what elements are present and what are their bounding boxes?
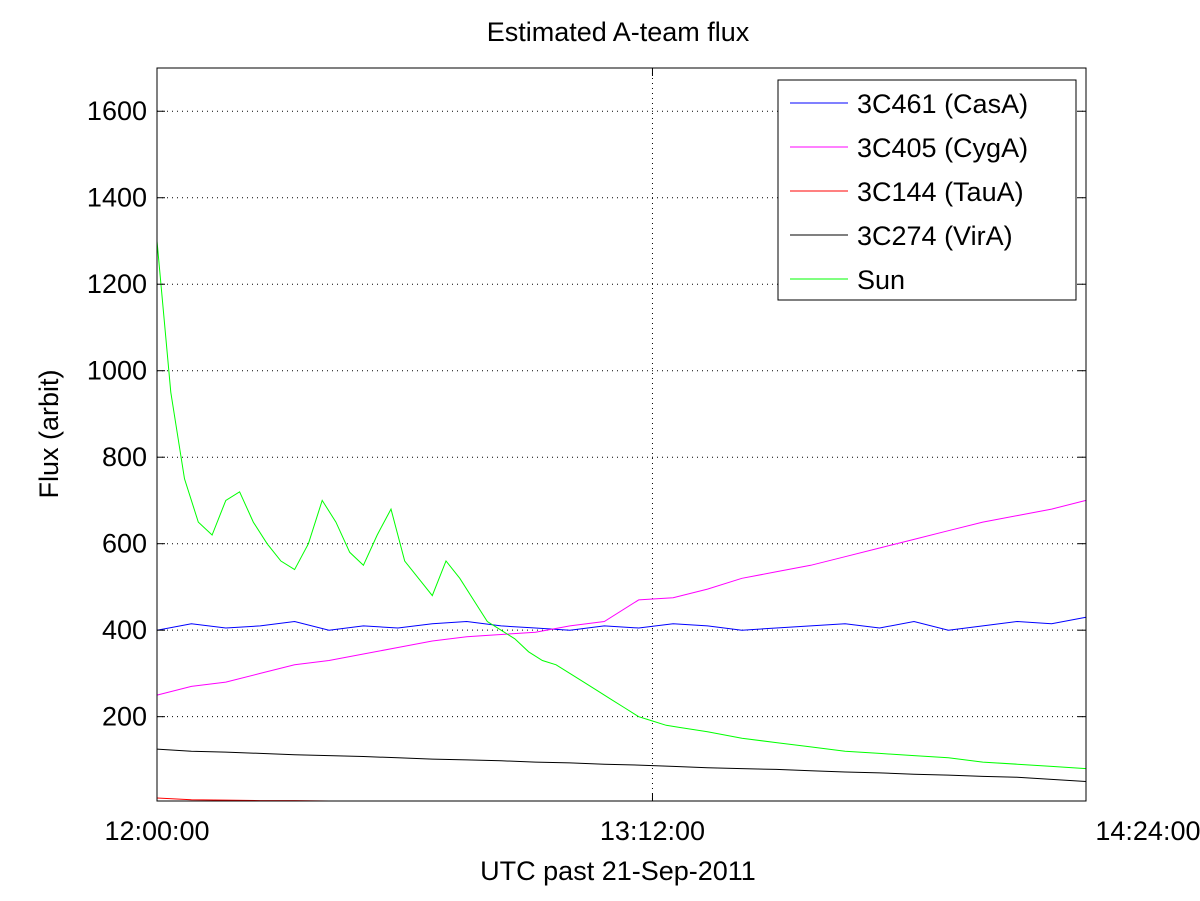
x-tick-label: 13:12:00 (600, 816, 705, 846)
y-tick-label: 1400 (87, 183, 147, 213)
legend-label-sun: Sun (857, 265, 905, 295)
y-tick-label: 800 (102, 442, 147, 472)
chart-title: Estimated A-team flux (487, 17, 750, 47)
legend-label-3c274-vira: 3C274 (VirA) (857, 221, 1013, 251)
tick-marks (156, 68, 1086, 801)
series-line-3c461-casa (156, 616, 1087, 631)
x-tick-label: 12:00:00 (104, 816, 209, 846)
axes-frame (156, 67, 1087, 802)
series-line-3c274-vira (156, 748, 1087, 782)
y-tick-label: 1600 (87, 96, 147, 126)
y-tick-label: 1200 (87, 269, 147, 299)
legend-label-3c405-cyga: 3C405 (CygA) (857, 133, 1028, 163)
y-axis-label: Flux (arbit) (34, 369, 64, 498)
legend: 3C461 (CasA) 3C405 (CygA) 3C144 (TauA) 3C27… (777, 79, 1077, 301)
tick-labels: 200 400 600 800 1000 1200 1400 1600 12:00:00 13:1… (87, 96, 1200, 846)
y-tick-label: 1000 (87, 356, 147, 386)
y-tick-label: 400 (102, 615, 147, 645)
legend-label-3c461-casa: 3C461 (CasA) (857, 89, 1028, 119)
legend-box (777, 79, 1077, 301)
x-axis-label: UTC past 21-Sep-2011 (480, 856, 756, 886)
series-line-sun (156, 240, 1087, 770)
x-tick-label: 14:24:00 (1095, 816, 1200, 846)
series-line-3c405-cyga (156, 499, 1087, 696)
y-tick-label: 600 (102, 529, 147, 559)
legend-label-3c144-taua: 3C144 (TauA) (857, 177, 1024, 207)
y-tick-label: 200 (102, 702, 147, 732)
series-lines (156, 240, 1087, 802)
